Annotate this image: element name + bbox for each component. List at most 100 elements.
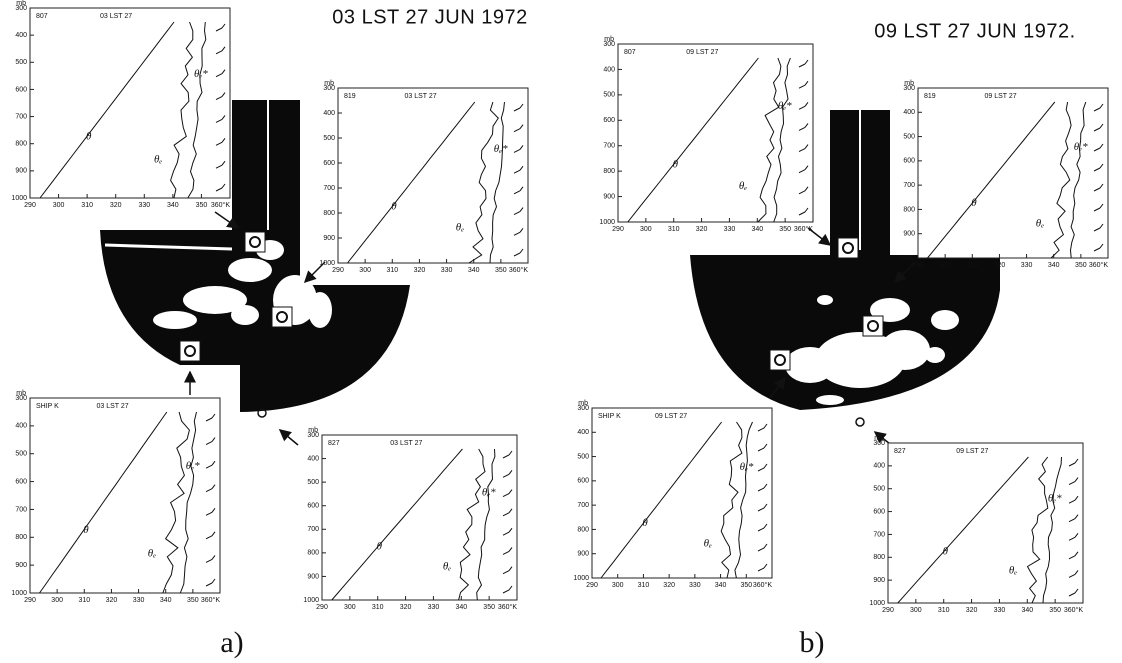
sounding-frame xyxy=(337,87,529,264)
curve-label: θₑ* xyxy=(778,100,792,112)
theta-es-curve xyxy=(179,411,197,594)
theta-curve xyxy=(627,57,759,223)
station-id: SHIP K xyxy=(36,403,59,410)
sounding: 827 09 LST 27mb30040050060070080090010002… xyxy=(869,435,1084,614)
y-unit: mb xyxy=(874,435,884,442)
x-tick-label: 340 xyxy=(468,267,480,274)
curve-label: θₑ* xyxy=(1048,493,1062,505)
wind-barb xyxy=(1068,458,1079,467)
y-unit: mb xyxy=(16,390,26,397)
wind-barb xyxy=(205,555,216,563)
theta-curve xyxy=(39,21,175,199)
theta-es-curve xyxy=(187,21,207,199)
x-tick-label: 330 xyxy=(994,607,1006,614)
x-tick-label: 350 xyxy=(740,582,752,589)
wind-barb xyxy=(757,563,768,572)
radar-streak xyxy=(104,243,233,251)
x-tick-label: 340 xyxy=(455,604,467,611)
y-tick-label: 700 xyxy=(903,182,915,189)
theta-e-curve xyxy=(1026,456,1049,604)
wind-barb xyxy=(215,69,226,78)
x-tick-label: 310 xyxy=(81,202,93,209)
x-tick-label: 330 xyxy=(689,582,701,589)
wind-barb xyxy=(502,547,513,555)
x-tick-label: 340 xyxy=(715,582,727,589)
y-tick-label: 300 xyxy=(577,405,589,412)
y-tick-label: 900 xyxy=(603,193,615,200)
y-tick-label: 600 xyxy=(603,117,615,124)
wind-barb xyxy=(1068,514,1079,523)
y-tick-label: 1000 xyxy=(899,255,915,262)
x-tick-label: 310 xyxy=(668,226,680,233)
y-tick-label: 800 xyxy=(873,554,885,561)
x-tick-label: 320 xyxy=(414,267,426,274)
panel-title: 09 LST 27 JUN 1972. xyxy=(874,20,1075,42)
y-tick-label: 300 xyxy=(15,395,27,402)
curve-label: θₑ xyxy=(739,180,747,192)
wind-barb xyxy=(757,463,768,472)
curve-label: θₑ* xyxy=(186,460,200,472)
wind-barb xyxy=(1093,243,1104,252)
y-tick-label: 500 xyxy=(603,92,615,99)
y-tick-label: 900 xyxy=(323,235,335,242)
wind-barb xyxy=(513,248,524,257)
curve-label: θ xyxy=(673,159,679,171)
curve-label: θ xyxy=(86,131,92,143)
y-tick-label: 800 xyxy=(15,141,27,148)
curve-label: θₑ xyxy=(704,538,712,550)
y-tick-label: 700 xyxy=(307,526,319,533)
wind-barb xyxy=(513,165,524,174)
x-tick-label: 350 xyxy=(1075,262,1087,269)
wind-barb xyxy=(215,23,226,32)
wind-barb xyxy=(513,207,524,216)
sounding-time: 09 LST 27 xyxy=(686,49,718,56)
panel-title: 03 LST 27 JUN 1972 xyxy=(332,6,527,28)
sounding: 819 03 LST 27mb30040050060070080090010002… xyxy=(319,80,529,274)
wind-barb xyxy=(215,92,226,101)
x-tick-label: 340 xyxy=(160,597,172,604)
sounding-frame xyxy=(29,7,231,199)
x-tick-label: 350 xyxy=(483,604,495,611)
y-tick-label: 600 xyxy=(307,503,319,510)
y-unit: mb xyxy=(324,80,334,87)
y-tick-label: 700 xyxy=(577,502,589,509)
x-tick-label: 300 xyxy=(51,597,63,604)
curve-label: θₑ* xyxy=(482,486,496,498)
x-tick-label: 290 xyxy=(24,202,36,209)
wind-barb xyxy=(215,46,226,55)
y-tick-label: 800 xyxy=(15,534,27,541)
x-tick-label: 320 xyxy=(106,597,118,604)
curve-label: θₑ xyxy=(1036,218,1044,230)
x-tick-label: 360°K xyxy=(211,201,230,209)
wind-barb xyxy=(502,566,513,575)
sounding-time: 09 LST 27 xyxy=(655,413,687,420)
wind-barb xyxy=(757,543,768,552)
wind-barb xyxy=(1068,588,1079,597)
x-tick-label: 290 xyxy=(316,604,328,611)
sounding-time: 03 LST 27 xyxy=(100,13,132,20)
x-tick-label: 330 xyxy=(1021,262,1033,269)
theta-es-curve xyxy=(734,421,753,579)
y-tick-label: 500 xyxy=(577,453,589,460)
wind-barb xyxy=(215,115,226,123)
wind-barb xyxy=(1068,551,1079,560)
wind-barb xyxy=(1068,477,1079,486)
theta-e-curve xyxy=(757,57,782,223)
theta-e-curve xyxy=(170,21,194,199)
wind-barb xyxy=(1093,183,1104,192)
y-tick-label: 500 xyxy=(15,451,27,458)
x-tick-label: 330 xyxy=(441,267,453,274)
y-tick-label: 600 xyxy=(577,478,589,485)
curve-label: θₑ xyxy=(1009,565,1017,577)
theta-es-curve xyxy=(773,57,791,223)
y-unit: mb xyxy=(904,80,914,87)
x-tick-label: 330 xyxy=(138,202,150,209)
station-id: 807 xyxy=(36,13,48,20)
x-tick-label: 310 xyxy=(78,597,90,604)
theta-e-curve xyxy=(458,448,486,601)
radar-echo xyxy=(690,110,1000,410)
radar-echo xyxy=(100,100,410,412)
x-tick-label: 320 xyxy=(400,604,412,611)
arrows xyxy=(184,211,326,446)
theta-es-curve xyxy=(1069,101,1087,259)
